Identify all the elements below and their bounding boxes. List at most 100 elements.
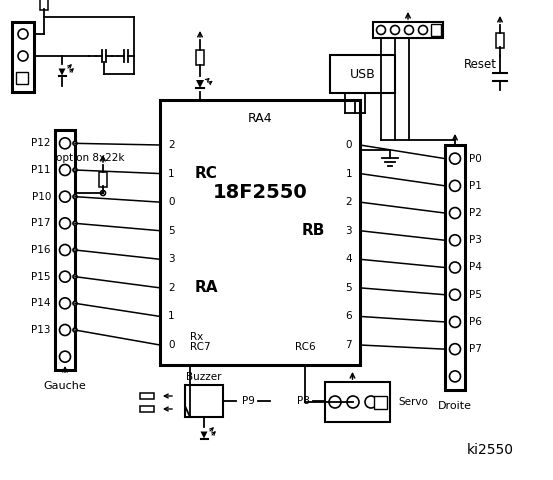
Text: P6: P6 [469, 317, 482, 327]
Bar [496, 33, 504, 48]
Circle shape [73, 168, 77, 172]
Text: P1: P1 [469, 181, 482, 191]
Text: RC7: RC7 [190, 342, 211, 352]
Bar [16, 72, 28, 84]
Circle shape [73, 248, 77, 252]
Text: P0: P0 [469, 154, 482, 164]
Text: 3: 3 [346, 226, 352, 236]
Text: P13: P13 [32, 325, 51, 335]
Circle shape [73, 221, 77, 225]
Text: P3: P3 [469, 235, 482, 245]
Text: P5: P5 [469, 290, 482, 300]
Circle shape [450, 235, 461, 246]
Circle shape [450, 207, 461, 218]
Circle shape [60, 324, 70, 336]
Text: Buzzer: Buzzer [186, 372, 222, 382]
Text: 5: 5 [168, 226, 175, 236]
Circle shape [450, 180, 461, 192]
Bar [373, 22, 443, 38]
Circle shape [390, 25, 399, 35]
Bar [431, 24, 441, 36]
Circle shape [60, 191, 70, 202]
Circle shape [73, 275, 77, 279]
Bar [160, 100, 360, 365]
Polygon shape [201, 432, 207, 439]
Circle shape [450, 153, 461, 164]
Bar [196, 49, 204, 64]
Circle shape [419, 25, 427, 35]
Circle shape [365, 396, 377, 408]
Circle shape [60, 351, 70, 362]
Circle shape [60, 298, 70, 309]
Circle shape [60, 138, 70, 149]
Text: RA: RA [195, 280, 218, 295]
Text: 2: 2 [346, 197, 352, 207]
Text: ki2550: ki2550 [467, 443, 514, 457]
Text: 2: 2 [168, 283, 175, 293]
Text: 0: 0 [346, 140, 352, 150]
Text: 4: 4 [346, 254, 352, 264]
Text: RB: RB [301, 223, 325, 238]
Circle shape [450, 262, 461, 273]
Text: P16: P16 [32, 245, 51, 255]
Text: Droite: Droite [438, 401, 472, 411]
Text: 1: 1 [346, 168, 352, 179]
Text: P8: P8 [296, 396, 310, 406]
Circle shape [329, 396, 341, 408]
Polygon shape [196, 80, 204, 88]
Text: 7: 7 [346, 340, 352, 350]
Text: P2: P2 [469, 208, 482, 218]
Text: RC: RC [195, 166, 218, 181]
Text: P15: P15 [32, 272, 51, 282]
Circle shape [377, 25, 385, 35]
Circle shape [101, 191, 106, 195]
Bar [140, 393, 154, 399]
Circle shape [60, 165, 70, 176]
Text: P11: P11 [32, 165, 51, 175]
Circle shape [18, 51, 28, 61]
Bar [185, 385, 223, 417]
Bar [40, 0, 48, 10]
Bar [140, 406, 154, 412]
Text: P9: P9 [242, 396, 254, 406]
Text: P10: P10 [32, 192, 51, 202]
Text: option 8x22k: option 8x22k [56, 153, 124, 163]
Bar [445, 145, 465, 390]
Circle shape [73, 195, 77, 199]
Text: Reset: Reset [463, 59, 497, 72]
Bar [325, 382, 390, 422]
Text: RC6: RC6 [295, 342, 316, 352]
Circle shape [18, 29, 28, 39]
Circle shape [60, 271, 70, 282]
Text: 1: 1 [168, 168, 175, 179]
Bar [12, 22, 34, 92]
Circle shape [60, 218, 70, 229]
Circle shape [450, 289, 461, 300]
Text: 5: 5 [346, 283, 352, 293]
Circle shape [450, 344, 461, 355]
Circle shape [73, 328, 77, 332]
Bar [330, 55, 395, 93]
Circle shape [450, 316, 461, 327]
Text: Gauche: Gauche [44, 381, 86, 391]
Circle shape [404, 25, 414, 35]
Circle shape [73, 141, 77, 145]
Text: P14: P14 [32, 299, 51, 308]
Text: USB: USB [349, 68, 375, 81]
Text: 18F2550: 18F2550 [212, 183, 307, 202]
Text: 6: 6 [346, 312, 352, 322]
Text: P12: P12 [32, 138, 51, 148]
Text: P4: P4 [469, 263, 482, 273]
Text: 3: 3 [168, 254, 175, 264]
Text: P7: P7 [469, 344, 482, 354]
Circle shape [18, 73, 28, 83]
Circle shape [347, 396, 359, 408]
Polygon shape [59, 69, 65, 75]
Circle shape [73, 301, 77, 305]
Bar [99, 171, 107, 187]
Circle shape [450, 371, 461, 382]
Text: RA4: RA4 [248, 111, 272, 124]
Circle shape [60, 244, 70, 255]
Text: Rx: Rx [190, 332, 204, 342]
Bar [55, 130, 75, 370]
